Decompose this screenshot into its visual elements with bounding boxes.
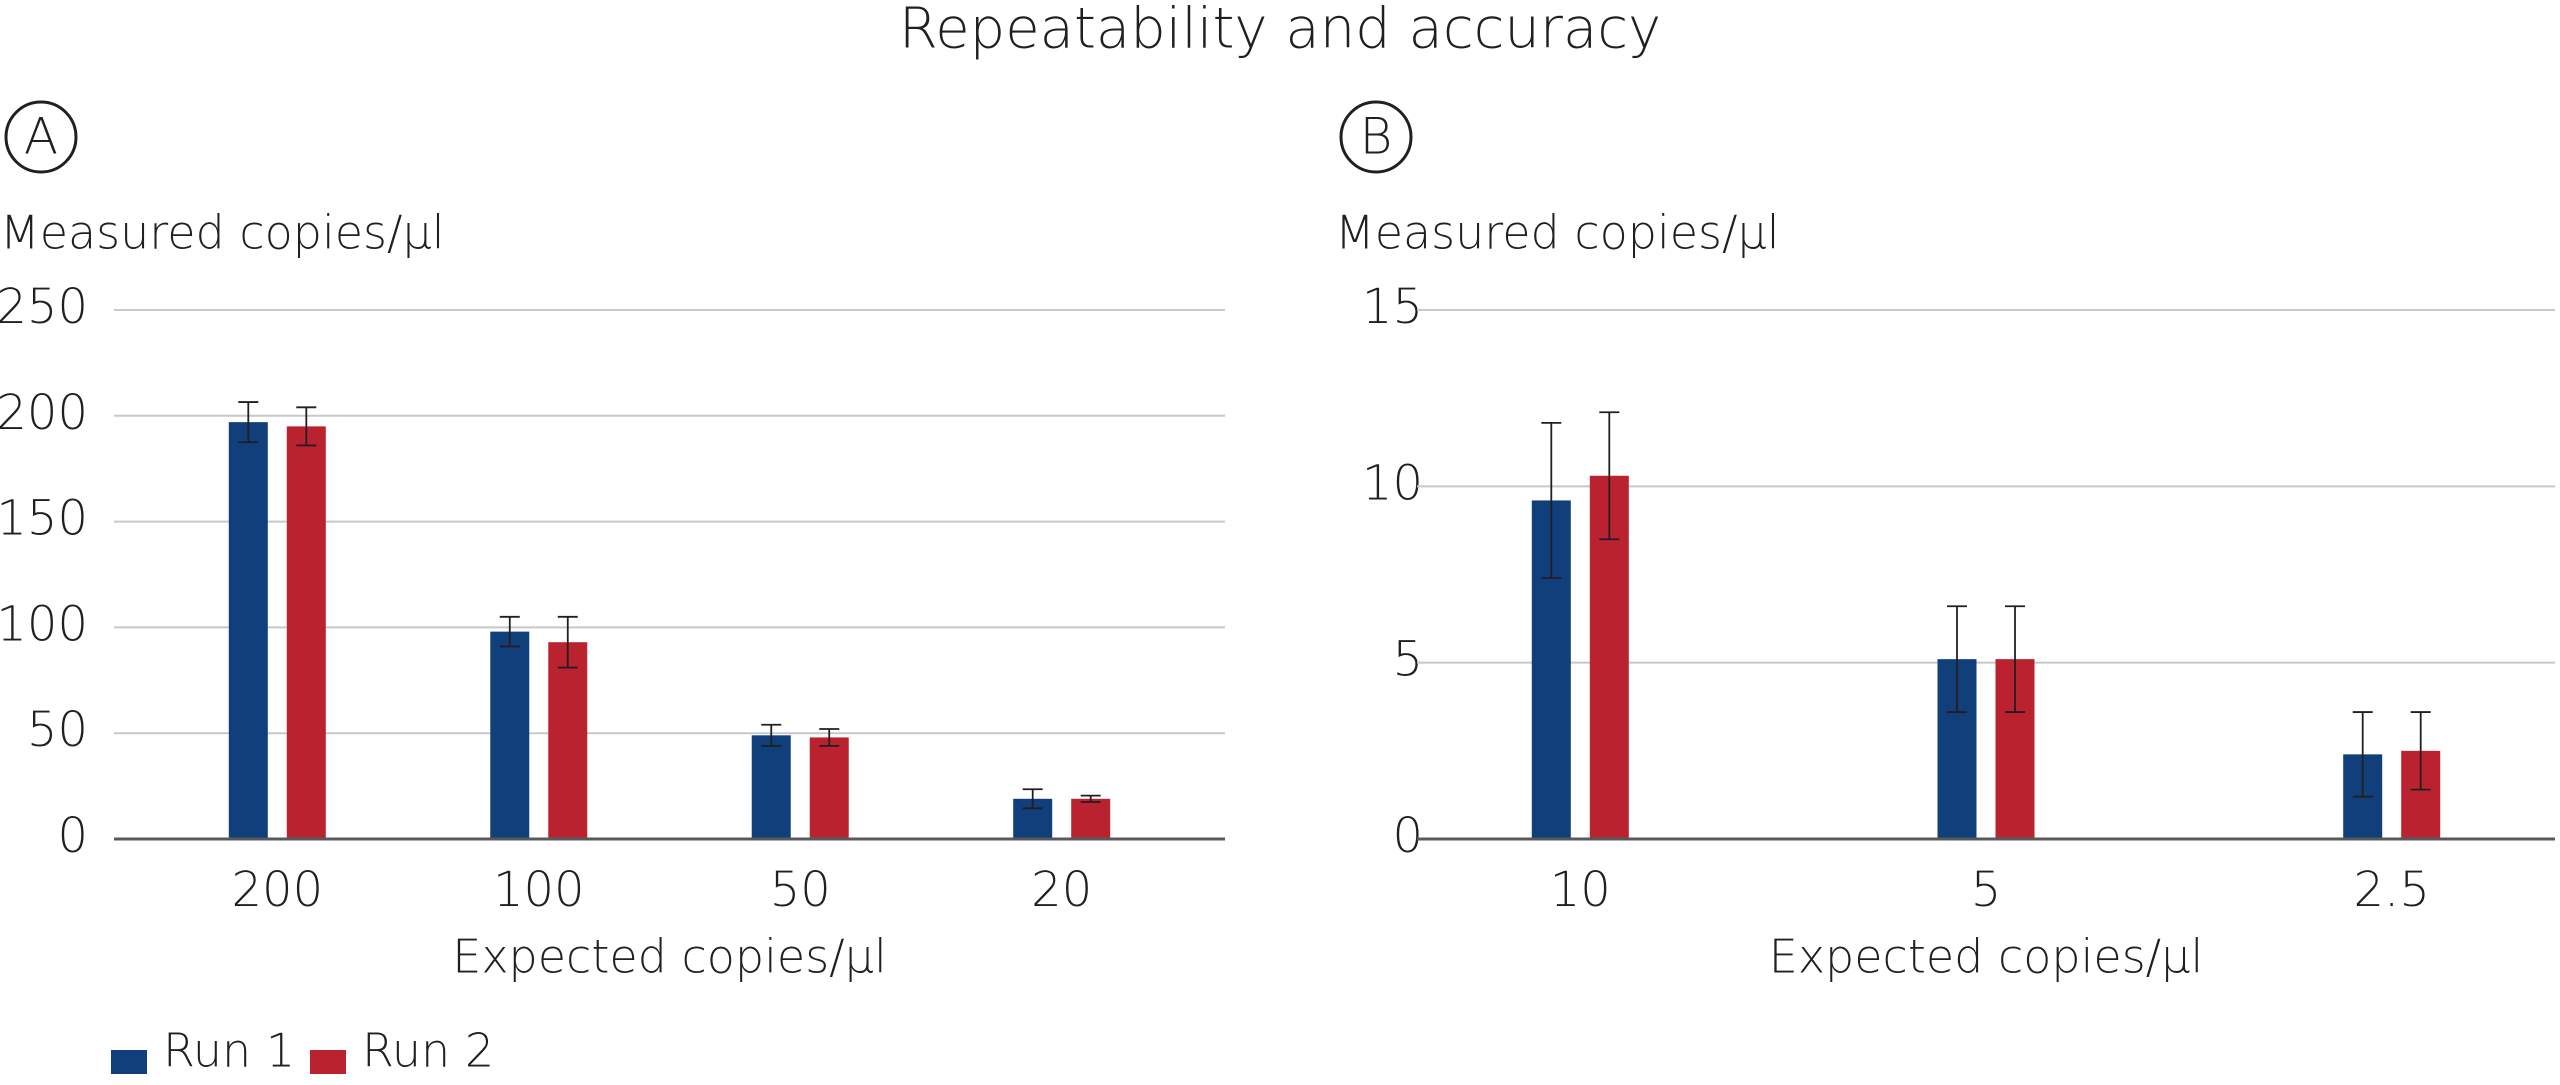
y-tick-label: 15 [1362,279,1423,335]
x-tick-label: 20 [1031,862,1092,918]
legend-label: Run 2 [362,1024,494,1078]
y-tick-label: 50 [27,702,88,758]
bar [548,642,588,839]
x-tick-label: 5 [1971,862,2002,918]
y-tick-label: 0 [57,808,88,864]
x-tick-label: 2.5 [2354,862,2430,918]
legend-swatch [310,1050,346,1074]
x-tick-label: 100 [493,862,585,918]
y-tick-label: 100 [0,596,88,652]
x-tick-label: 50 [770,862,831,918]
y-tick-label: 150 [0,491,88,547]
y-tick-label: 5 [1392,632,1423,688]
y-tick-label: 0 [1392,808,1423,864]
y-tick-label: 10 [1362,455,1423,511]
panel-label: A [24,108,58,166]
x-axis-label: Expected copies/µl [1769,930,2203,984]
y-axis-label: Measured copies/µl [1335,206,1780,260]
x-axis-label: Expected copies/µl [452,930,886,984]
bar [751,735,791,839]
bar [286,426,326,839]
legend-label: Run 1 [163,1024,295,1078]
bar [809,737,849,839]
bar [1071,798,1111,839]
figure-title: Repeatability and accuracy [899,0,1661,61]
panel-badge [4,100,78,174]
bar [228,422,268,839]
legend-swatch [111,1050,147,1074]
bar [490,631,530,839]
y-tick-label: 250 [0,279,88,335]
x-tick-label: 200 [231,862,323,918]
y-axis-label: Measured copies/µl [0,206,445,260]
panel-badge [1339,100,1413,174]
y-tick-label: 200 [0,385,88,441]
panel-label: B [1360,108,1393,166]
x-tick-label: 10 [1550,862,1611,918]
